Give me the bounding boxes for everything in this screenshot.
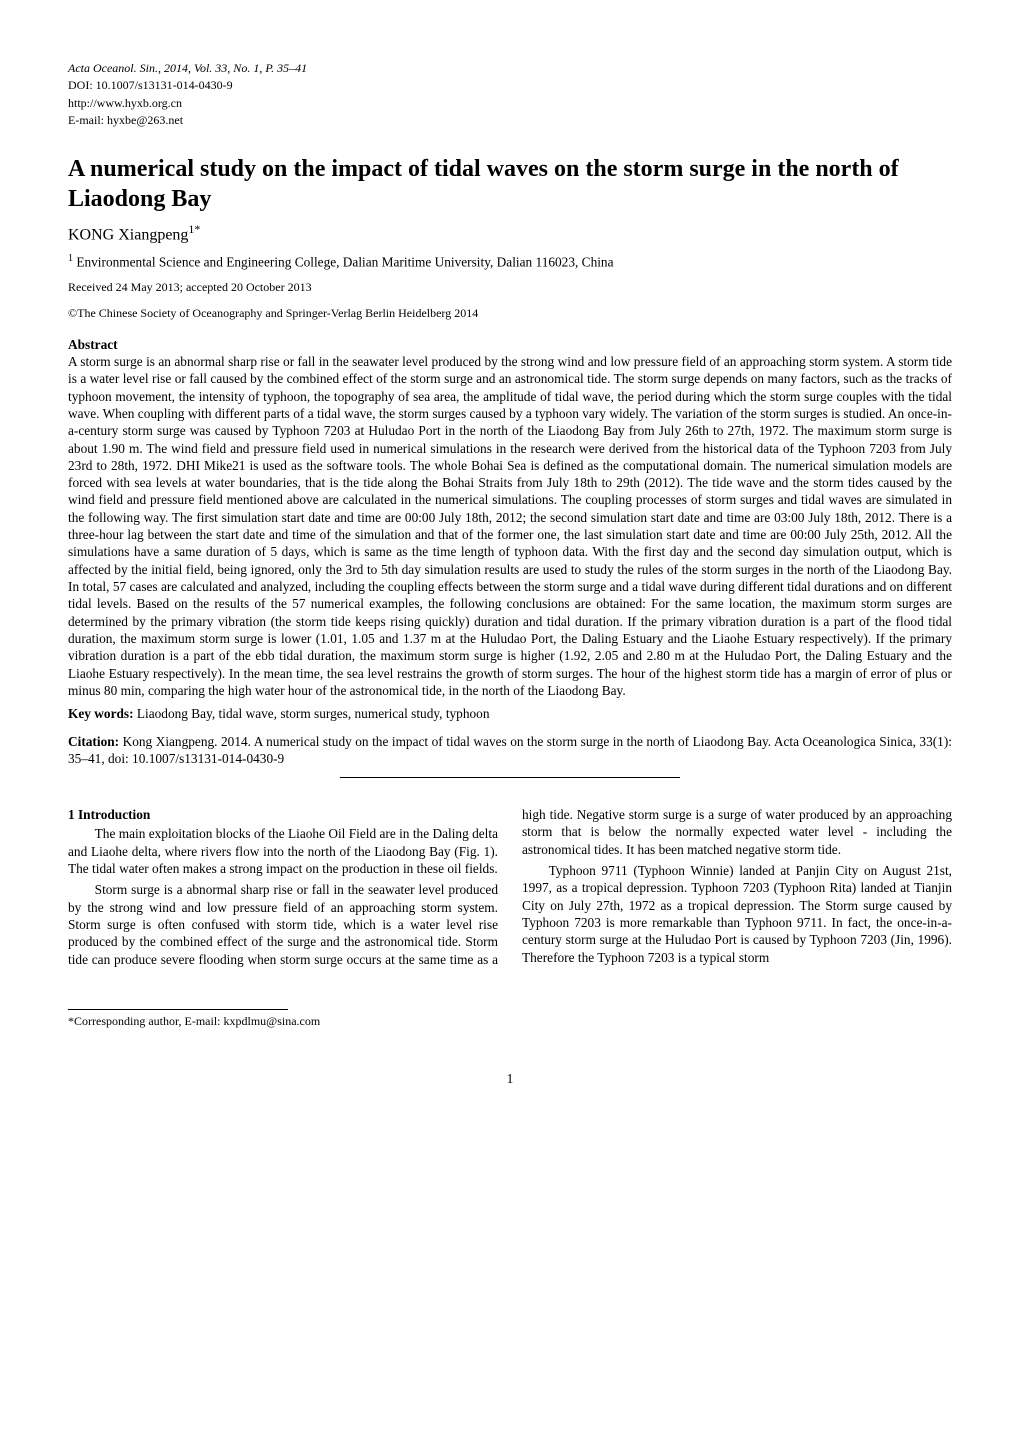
citation-label: Citation: bbox=[68, 734, 119, 749]
citation-text: Kong Xiangpeng. 2014. A numerical study … bbox=[68, 734, 952, 766]
abstract-body: A storm surge is an abnormal sharp rise … bbox=[68, 353, 952, 699]
page-number: 1 bbox=[68, 1070, 952, 1087]
journal-citation-line: Acta Oceanol. Sin., 2014, Vol. 33, No. 1… bbox=[68, 60, 952, 77]
body-columns: 1 Introduction The main exploitation blo… bbox=[68, 806, 952, 969]
received-dates: Received 24 May 2013; accepted 20 Octobe… bbox=[68, 280, 952, 296]
abstract-heading: Abstract bbox=[68, 336, 952, 353]
section-divider bbox=[340, 777, 680, 778]
footnote-divider bbox=[68, 1009, 288, 1010]
keywords-text: Liaodong Bay, tidal wave, storm surges, … bbox=[134, 706, 490, 721]
corresponding-author-footnote: *Corresponding author, E-mail: kxpdlmu@s… bbox=[68, 1014, 952, 1030]
intro-paragraph-3: Typhoon 9711 (Typhoon Winnie) landed at … bbox=[522, 862, 952, 966]
affiliation-text: Environmental Science and Engineering Co… bbox=[73, 254, 614, 269]
citation-block: Citation: Kong Xiangpeng. 2014. A numeri… bbox=[68, 733, 952, 768]
journal-email: E-mail: hyxbe@263.net bbox=[68, 112, 952, 129]
doi-line: DOI: 10.1007/s13131-014-0430-9 bbox=[68, 77, 952, 94]
intro-paragraph-1: The main exploitation blocks of the Liao… bbox=[68, 825, 498, 877]
author-affiliation-marker: 1* bbox=[188, 222, 200, 236]
author-line: KONG Xiangpeng1* bbox=[68, 222, 952, 246]
keywords-label: Key words: bbox=[68, 706, 134, 721]
copyright-line: ©The Chinese Society of Oceanography and… bbox=[68, 306, 952, 322]
keywords-line: Key words: Liaodong Bay, tidal wave, sto… bbox=[68, 705, 952, 722]
section-1-heading: 1 Introduction bbox=[68, 806, 498, 823]
journal-header: Acta Oceanol. Sin., 2014, Vol. 33, No. 1… bbox=[68, 60, 952, 130]
author-name: KONG Xiangpeng bbox=[68, 226, 188, 243]
paper-title: A numerical study on the impact of tidal… bbox=[68, 154, 952, 214]
journal-url: http://www.hyxb.org.cn bbox=[68, 95, 952, 112]
affiliation-line: 1 Environmental Science and Engineering … bbox=[68, 252, 952, 271]
